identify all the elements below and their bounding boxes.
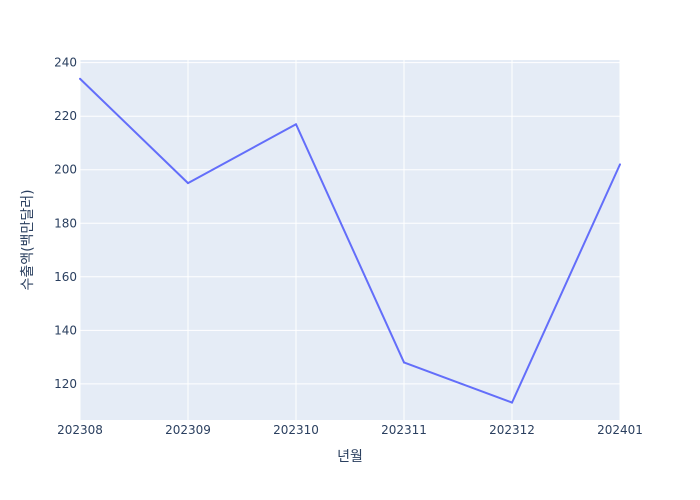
- data-point: [403, 361, 405, 364]
- y-tick-label: 140: [54, 323, 77, 337]
- series-lines: [79, 77, 621, 404]
- y-tick-labels: 120 140 160 180 200 220 240: [54, 56, 77, 391]
- x-tick-label: 202310: [273, 423, 319, 437]
- y-tick-label: 200: [54, 163, 77, 177]
- data-point: [619, 163, 621, 166]
- x-tick-label: 202309: [165, 423, 211, 437]
- series-line: [79, 78, 621, 404]
- data-point: [79, 77, 81, 80]
- y-tick-label: 160: [54, 270, 77, 284]
- y-tick-label: 220: [54, 109, 77, 123]
- x-tick-label: 202308: [57, 423, 103, 437]
- y-gridlines: [80, 62, 620, 385]
- x-tick-label: 202312: [489, 423, 535, 437]
- data-point: [511, 401, 513, 404]
- plot-background: [80, 60, 620, 420]
- data-point: [295, 123, 297, 126]
- x-axis-title: 년월: [337, 449, 363, 465]
- x-tick-label: 202401: [597, 423, 643, 437]
- data-point: [187, 182, 189, 185]
- y-axis-title: 수출액(백만달러): [20, 189, 36, 290]
- y-tick-label: 120: [54, 377, 77, 391]
- y-tick-label: 240: [54, 56, 77, 70]
- x-gridlines: [79, 60, 621, 420]
- x-tick-labels: 202308 202309 202310 202311 202312 202401: [57, 423, 643, 437]
- y-tick-label: 180: [54, 216, 77, 230]
- x-tick-label: 202311: [381, 423, 427, 437]
